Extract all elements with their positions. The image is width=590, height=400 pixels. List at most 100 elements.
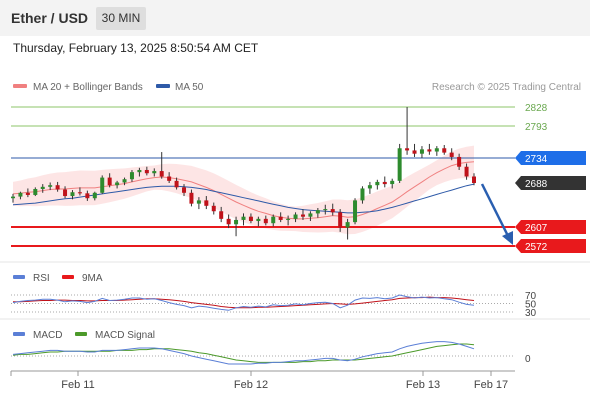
candle — [219, 211, 224, 219]
x-tick-label: Feb 17 — [474, 379, 508, 391]
candle — [442, 148, 447, 153]
forecast-arrow-head — [502, 231, 513, 245]
macd-legend-swatch — [13, 332, 25, 336]
candle — [427, 149, 432, 152]
candle — [33, 188, 38, 195]
macd-line — [12, 341, 475, 365]
ma20-line — [12, 161, 475, 220]
x-tick-label: Feb 13 — [406, 379, 440, 391]
candle — [92, 192, 97, 199]
ma50-line — [12, 183, 475, 214]
ma20-legend-swatch — [13, 84, 27, 88]
instrument-title: Ether / USD — [11, 10, 89, 26]
candle — [70, 192, 75, 197]
candle — [115, 182, 120, 186]
ma50-legend-swatch — [156, 84, 170, 88]
rsi-level-label: 70 — [525, 291, 537, 302]
candle — [286, 218, 291, 220]
price-label-2793: 2793 — [525, 122, 548, 133]
candle — [122, 179, 127, 183]
candle — [241, 216, 246, 220]
candle — [412, 150, 417, 154]
candle — [63, 189, 68, 197]
candle — [367, 185, 372, 189]
macd-legend-label: MACD — [33, 330, 62, 341]
price-label-2572: 2572 — [525, 242, 548, 253]
candle — [449, 152, 454, 157]
macd-signal-legend-label: MACD Signal — [95, 330, 155, 341]
candle — [182, 187, 187, 193]
interval-button[interactable]: 30 MIN — [96, 7, 146, 30]
rsi-level-label: 30 — [525, 308, 537, 319]
candle — [77, 192, 82, 194]
candle — [18, 192, 23, 197]
candle — [11, 196, 15, 199]
ma50-legend-label: MA 50 — [175, 82, 204, 93]
candle — [234, 219, 239, 225]
copyright-text: Research © 2025 Trading Central — [432, 82, 581, 93]
candle — [48, 185, 53, 187]
candle — [382, 181, 387, 185]
candle — [211, 205, 216, 212]
candle — [315, 210, 320, 214]
candle — [397, 148, 402, 181]
candle — [40, 186, 45, 189]
candle — [189, 192, 194, 204]
price-label-2828: 2828 — [525, 103, 548, 114]
chart-datetime: Thursday, February 13, 2025 8:50:54 AM C… — [13, 41, 259, 55]
ma20-legend-label: MA 20 + Bollinger Bands — [33, 82, 143, 93]
macd-signal-line — [12, 343, 475, 363]
candle — [464, 166, 469, 177]
price-tag-2607 — [515, 219, 586, 234]
candle — [405, 148, 410, 151]
rsi-line — [12, 294, 475, 311]
candle — [271, 216, 276, 224]
rsi-legend-swatch — [13, 275, 25, 279]
candle — [107, 177, 112, 186]
candle — [167, 176, 172, 181]
macd-signal-legend-swatch — [75, 332, 87, 336]
candle — [55, 185, 60, 190]
candle — [144, 169, 149, 174]
candle — [263, 218, 268, 224]
price-tag-2734 — [515, 151, 586, 166]
candle — [100, 177, 105, 193]
candle — [196, 200, 201, 204]
candle — [360, 188, 365, 201]
candle — [85, 193, 90, 199]
price-tag-2688 — [515, 176, 586, 191]
candle — [338, 212, 343, 228]
rsi-ma-line — [13, 296, 475, 309]
candle — [345, 222, 350, 228]
macd-zero-label: 0 — [525, 354, 531, 365]
candle — [174, 180, 179, 188]
candle — [137, 169, 142, 173]
candle — [278, 216, 283, 220]
candle — [330, 209, 335, 213]
price-label-2734: 2734 — [525, 154, 548, 165]
candle — [434, 148, 439, 152]
candle — [204, 200, 209, 206]
candle — [472, 176, 476, 184]
price-label-2607: 2607 — [525, 223, 548, 234]
candle — [248, 216, 253, 222]
candle — [152, 171, 157, 174]
rsi-legend-label: RSI — [33, 273, 50, 284]
rsi-level-label: 50 — [525, 300, 537, 311]
candle — [353, 200, 358, 223]
x-tick-label: Feb 11 — [61, 379, 94, 391]
candle — [159, 171, 164, 177]
x-tick-label: Feb 12 — [234, 379, 268, 391]
rsi-ma-legend-swatch — [62, 275, 74, 279]
candle — [457, 156, 462, 167]
candle — [375, 181, 380, 186]
candle — [308, 213, 313, 217]
candle — [256, 218, 261, 222]
candle — [300, 214, 305, 217]
candle — [323, 209, 328, 211]
price-label-2688: 2688 — [525, 179, 548, 190]
price-tag-2572 — [515, 239, 586, 253]
candle — [293, 214, 298, 219]
rsi-ma-legend-label: 9MA — [82, 273, 103, 284]
